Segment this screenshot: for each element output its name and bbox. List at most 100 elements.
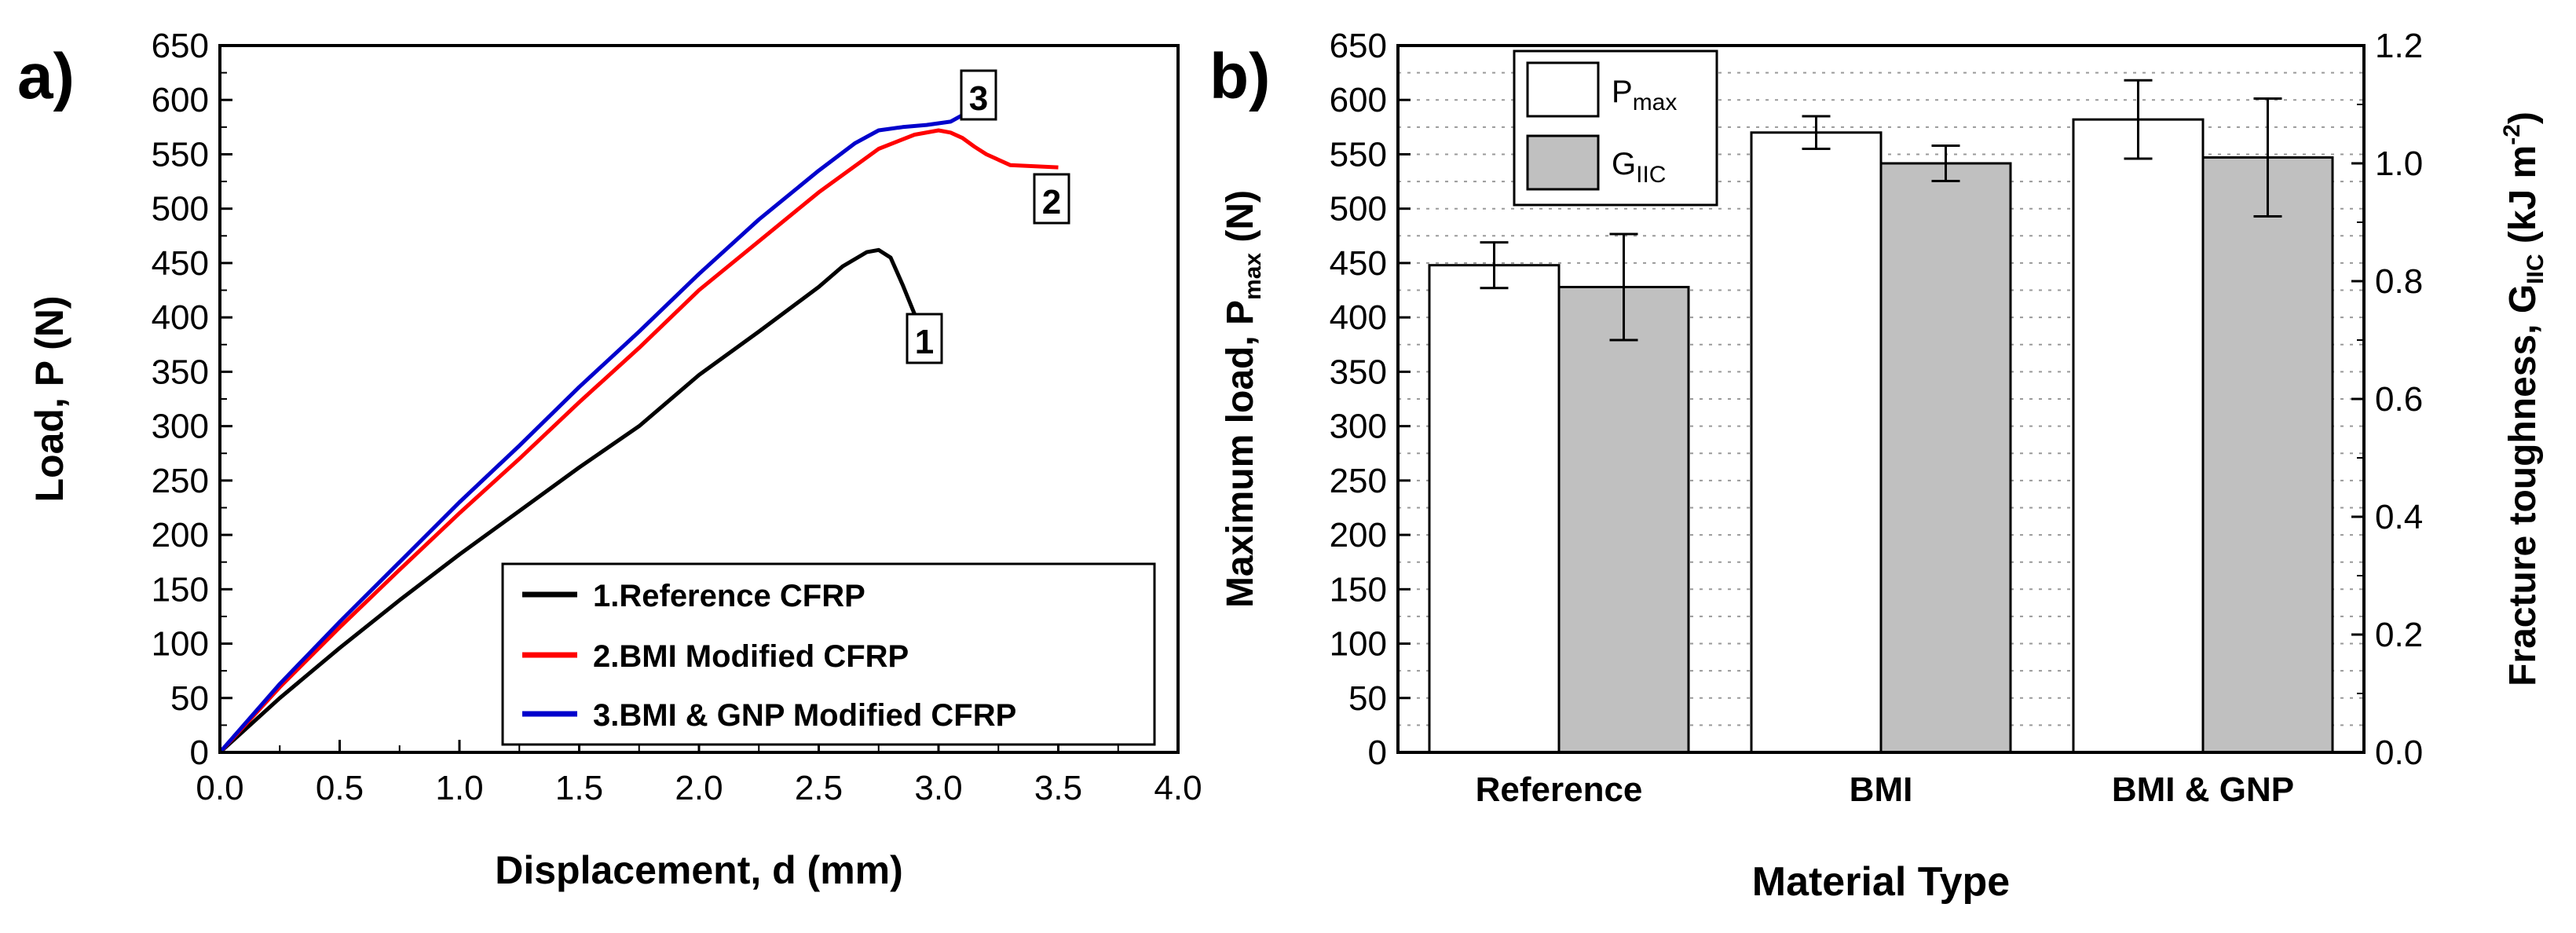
- curve-2-marker-label: 2: [1042, 183, 1061, 221]
- y-tick-label-13: 650: [152, 27, 209, 65]
- x-tick-label-0: 0.0: [196, 769, 243, 807]
- panel-b-y2-title-sup: -2: [2499, 124, 2525, 145]
- curve-2-marker-box: [1033, 173, 1070, 225]
- legend-label-giic: GIIC: [1612, 147, 1666, 188]
- left-tick-label-3: 150: [1330, 570, 1387, 609]
- left-tick-label-2: 100: [1330, 625, 1387, 664]
- y-tick-label-11: 550: [152, 135, 209, 174]
- panel-a-x-tick-labels: 0.0 0.5 1.0 1.5 2.0 2.5 3.0 3.5 4.0: [196, 769, 1202, 807]
- series-line-3: [218, 113, 964, 754]
- series-line-1: [218, 247, 917, 754]
- panel-b-y2-title-unit: (kJ m: [2502, 145, 2544, 254]
- y-tick-label-9: 450: [152, 244, 209, 283]
- curve-3-marker-label: 3: [969, 79, 988, 118]
- panel-b-label: b): [1209, 41, 1270, 112]
- y-tick-label-5: 250: [152, 462, 209, 500]
- right-tick-label-0: 0.0: [2375, 734, 2423, 772]
- right-tick-label-6: 1.2: [2375, 27, 2423, 65]
- bar-p-2: [2072, 118, 2205, 754]
- panel-b-right-tick-labels: 0.0 0.2 0.4 0.6 0.8 1.0 1.2: [2375, 27, 2423, 772]
- panel-a-y-tick-labels: 0 50 100 150 200 250 300 350 400 450 500 550 600 650: [152, 27, 209, 772]
- legend-label-pmax-main: P: [1612, 75, 1633, 109]
- curve-1-marker-box: [906, 313, 943, 364]
- y-tick-label-3: 150: [152, 570, 209, 609]
- left-tick-label-6: 300: [1330, 408, 1387, 446]
- x-tick-label-7: 3.5: [1034, 769, 1082, 807]
- x-tick-label-6: 3.0: [914, 769, 962, 807]
- panel-b-y-title-sub: max: [1240, 253, 1266, 300]
- y-tick-label-0: 0: [190, 734, 209, 772]
- panel-b-y-axis-title: Maximum load, Pmax (N): [1220, 190, 1266, 608]
- right-tick-label-3: 0.6: [2375, 380, 2423, 419]
- category-label-2: BMI & GNP: [2112, 770, 2294, 809]
- panel-b-y-title-unit: (N): [1220, 190, 1261, 253]
- y-tick-label-4: 200: [152, 516, 209, 554]
- category-label-0: Reference: [1476, 770, 1643, 809]
- bar-g-0: [1557, 286, 1690, 754]
- series-line-2: [218, 128, 1059, 754]
- left-tick-label-9: 450: [1330, 244, 1387, 283]
- left-tick-label-0: 0: [1368, 734, 1387, 772]
- panel-a-legend-frame: [501, 562, 1156, 746]
- legend-label-reference: 1.Reference CFRP: [593, 579, 865, 613]
- legend-label-bmi: 2.BMI Modified CFRP: [593, 639, 909, 674]
- panel-a-series-group: [218, 113, 1059, 754]
- right-tick-label-2: 0.4: [2375, 498, 2423, 536]
- x-tick-label-2: 1.0: [435, 769, 483, 807]
- bar-g-1: [1879, 162, 2012, 754]
- bar-p-0: [1428, 264, 1561, 754]
- bar-p-1: [1750, 131, 1883, 754]
- legend-swatch-giic: [1526, 134, 1600, 191]
- panel-a-curve-markers: 1 2 3: [906, 69, 1070, 364]
- left-tick-label-1: 50: [1348, 679, 1387, 718]
- x-tick-label-8: 4.0: [1154, 769, 1202, 807]
- panel-b-error-bars: [1480, 79, 2282, 342]
- y-tick-label-6: 300: [152, 408, 209, 446]
- panel-a-legend: 1.Reference CFRP 2.BMI Modified CFRP 3.B…: [501, 562, 1156, 746]
- legend-label-bmi-gnp: 3.BMI & GNP Modified CFRP: [593, 698, 1016, 733]
- legend-label-giic-sub: IIC: [1636, 162, 1666, 188]
- y-tick-label-8: 400: [152, 298, 209, 337]
- panel-b-legend: Pmax GIIC: [1513, 49, 1718, 207]
- panel-a-line-chart: a) 0.0 0.5 1.0 1.5 2.0 2.5 3.0 3.5 4.0 050100150…: [17, 27, 1202, 892]
- curve-1-marker-label: 1: [915, 323, 934, 361]
- left-tick-label-11: 550: [1330, 135, 1387, 174]
- panel-b-y-title-main: Maximum load, P: [1220, 300, 1261, 608]
- panel-b-y2-title-main: Fracture toughness, G: [2502, 284, 2544, 686]
- bar-g-2: [2201, 156, 2334, 754]
- category-label-1: BMI: [1850, 770, 1913, 809]
- panel-b-category-labels: Reference BMI BMI & GNP: [1476, 770, 2295, 809]
- left-tick-label-8: 400: [1330, 298, 1387, 337]
- right-tick-label-5: 1.0: [2375, 145, 2423, 183]
- y-tick-label-10: 500: [152, 190, 209, 229]
- legend-label-pmax: Pmax: [1612, 75, 1677, 115]
- panel-a-plot-frame: [218, 44, 1180, 754]
- panel-b-bars-group: [1428, 118, 2334, 754]
- left-tick-label-10: 500: [1330, 190, 1387, 229]
- panel-b-plot-frame: [1396, 44, 2366, 754]
- y-tick-label-1: 50: [170, 679, 209, 718]
- left-tick-label-12: 600: [1330, 81, 1387, 119]
- legend-label-pmax-sub: max: [1633, 90, 1678, 115]
- panel-a-x-axis-title: Displacement, d (mm): [495, 848, 903, 892]
- right-tick-label-1: 0.2: [2375, 616, 2423, 654]
- panel-b-y2-axis-title: Fracture toughness, GIIC (kJ m-2): [2499, 112, 2549, 686]
- y-tick-label-2: 100: [152, 625, 209, 664]
- panel-b-y2-title-close: ): [2502, 112, 2544, 124]
- panel-a-label: a): [17, 41, 75, 112]
- y-tick-label-7: 350: [152, 353, 209, 391]
- panel-b-y2-title-sub: IIC: [2523, 254, 2549, 284]
- left-tick-label-13: 650: [1330, 27, 1387, 65]
- x-tick-label-5: 2.5: [795, 769, 843, 807]
- legend-label-giic-main: G: [1612, 147, 1636, 181]
- panel-b-x-axis-title: Material Type: [1752, 859, 2010, 905]
- left-tick-label-4: 200: [1330, 516, 1387, 554]
- left-tick-label-7: 350: [1330, 353, 1387, 391]
- legend-swatch-pmax: [1526, 61, 1600, 118]
- panel-b-bar-chart: b) 0 50 100 150 200 250 300 350 400 450 500 550 600 6…: [1209, 27, 2549, 905]
- curve-3-marker-box: [960, 69, 997, 121]
- x-tick-label-4: 2.0: [675, 769, 723, 807]
- y-tick-label-12: 600: [152, 81, 209, 119]
- panel-b-left-tick-labels: 0 50 100 150 200 250 300 350 400 450 500 550 600 650: [1330, 27, 1387, 772]
